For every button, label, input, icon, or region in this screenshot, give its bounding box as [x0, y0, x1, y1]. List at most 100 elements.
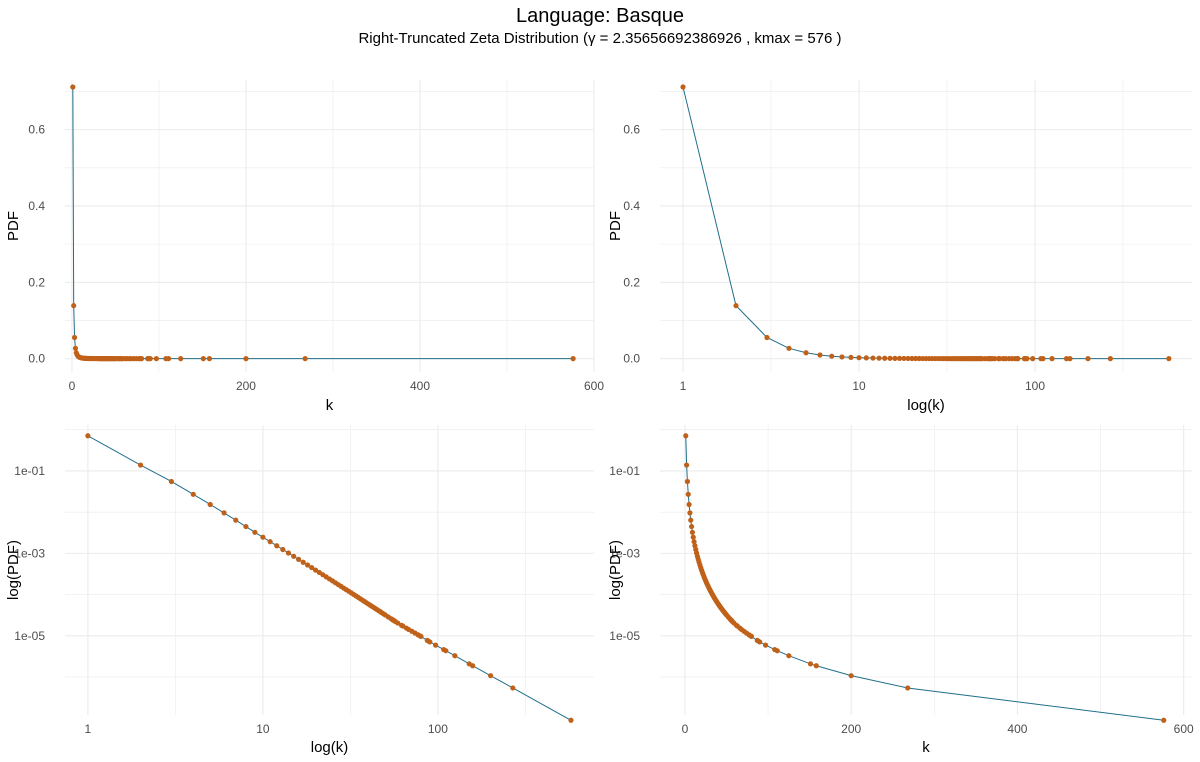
pdf-data-point — [688, 523, 695, 530]
pdf-data-point — [302, 356, 308, 362]
pdf-data-point — [685, 491, 691, 497]
panel-3: 1 10 100 1e-01 1e-03 1e-05 log(k) log(PDF) — [5, 425, 594, 756]
pdf-data-point — [848, 673, 854, 679]
panel-4: 0 200 400 600 1e-01 1e-03 1e-05 k log(PDF) — [607, 425, 1194, 756]
pdf-data-point — [291, 553, 297, 559]
x-tick-label: 1 — [85, 722, 92, 736]
y-axis-label: PDF — [607, 211, 624, 241]
pdf-data-point — [848, 354, 854, 361]
pdf-data-point — [687, 510, 693, 516]
pdf-data-point — [1166, 356, 1172, 362]
x-tick-label: 100 — [1025, 379, 1045, 393]
pdf-data-point — [233, 517, 239, 523]
pdf-data-point — [1030, 356, 1036, 362]
pdf-data-point — [206, 356, 213, 362]
pdf-series-line — [682, 86, 1169, 360]
pdf-data-point — [892, 355, 898, 361]
pdf-data-point — [909, 355, 915, 362]
pdf-data-point — [817, 352, 823, 358]
pdf-data-point — [997, 356, 1003, 362]
pdf-data-point — [153, 356, 159, 362]
x-axis-label: log(k) — [311, 739, 349, 756]
pdf-data-point — [70, 84, 76, 90]
pdf-data-point — [863, 355, 869, 361]
pdf-data-point — [207, 501, 213, 508]
pdf-data-point — [296, 556, 302, 562]
y-tick-label: 1e-01 — [14, 464, 45, 478]
pdf-data-point — [688, 517, 694, 523]
pdf-data-point — [686, 501, 692, 508]
panel-1: 0 200 400 600 0.0 0.2 0.4 0.6 k PDF — [5, 80, 604, 414]
pdf-data-point — [304, 562, 311, 568]
x-tick-label: 200 — [236, 379, 256, 393]
y-tick-label: 0.2 — [623, 275, 640, 289]
pdf-data-point — [165, 356, 172, 362]
pdf-data-point — [876, 355, 882, 361]
pdf-data-point — [803, 350, 809, 356]
pdf-data-point — [470, 663, 476, 669]
x-tick-label: 200 — [841, 722, 861, 736]
y-tick-label: 0.0 — [623, 352, 640, 366]
pdf-data-point — [684, 462, 690, 468]
pdf-data-point — [243, 356, 249, 362]
pdf-series-line — [685, 435, 1164, 721]
pdf-data-point — [274, 543, 280, 549]
pdf-data-point — [683, 433, 689, 439]
pdf-data-point — [452, 653, 458, 659]
pdf-data-point — [267, 539, 273, 545]
pdf-data-point — [570, 356, 576, 362]
pdf-data-point — [1040, 356, 1046, 362]
pdf-data-point — [72, 345, 79, 351]
y-axis-label: log(PDF) — [607, 540, 624, 600]
pdf-data-point — [691, 539, 697, 545]
pdf-data-point — [786, 653, 792, 659]
pdf-data-point — [786, 345, 792, 351]
pdf-data-point — [887, 355, 893, 361]
pdf-data-point — [901, 355, 907, 362]
pdf-data-point — [252, 529, 258, 535]
y-tick-label: 0.2 — [28, 275, 45, 289]
pdf-data-point — [260, 534, 266, 540]
pdf-data-point — [856, 355, 862, 361]
pdf-data-point — [905, 355, 911, 362]
pdf-data-point — [190, 491, 196, 497]
pdf-data-point — [774, 648, 780, 654]
pdf-series-line — [72, 86, 574, 360]
pdf-data-point — [896, 355, 903, 362]
pdf-data-point — [71, 334, 78, 341]
pdf-data-point — [1067, 356, 1073, 362]
pdf-data-point — [432, 642, 439, 648]
pdf-data-point — [813, 663, 819, 669]
pdf-data-point — [243, 523, 249, 530]
pdf-data-point — [487, 673, 494, 679]
x-tick-label: 600 — [1174, 722, 1194, 736]
pdf-data-point — [992, 356, 998, 362]
x-tick-label: 400 — [410, 379, 430, 393]
x-axis-label: k — [326, 397, 334, 414]
pdf-data-point — [1085, 356, 1091, 362]
pdf-data-point — [71, 303, 77, 309]
pdf-data-point — [395, 620, 401, 626]
y-tick-label: 0.6 — [28, 123, 45, 137]
pdf-data-point — [733, 303, 739, 309]
pdf-data-point — [427, 639, 433, 645]
x-tick-label: 0 — [69, 379, 76, 393]
pdf-data-point — [510, 685, 516, 691]
pdf-data-point — [280, 546, 286, 553]
pdf-data-point — [690, 534, 696, 540]
pdf-data-point — [1015, 356, 1021, 362]
pdf-data-point — [200, 356, 206, 362]
pdf-data-point — [418, 633, 424, 639]
pdf-data-point — [1024, 356, 1030, 362]
pdf-data-point — [85, 433, 91, 439]
pdf-data-point — [870, 355, 876, 361]
x-tick-label: 100 — [428, 722, 448, 736]
pdf-data-point — [905, 685, 911, 691]
y-tick-label: 1e-03 — [609, 546, 640, 560]
pdf-data-point — [764, 334, 770, 341]
x-axis-label: log(k) — [907, 397, 945, 414]
pdf-data-point — [138, 356, 145, 362]
chart-title: Language: Basque — [516, 5, 684, 27]
y-tick-label: 0.4 — [28, 199, 45, 213]
